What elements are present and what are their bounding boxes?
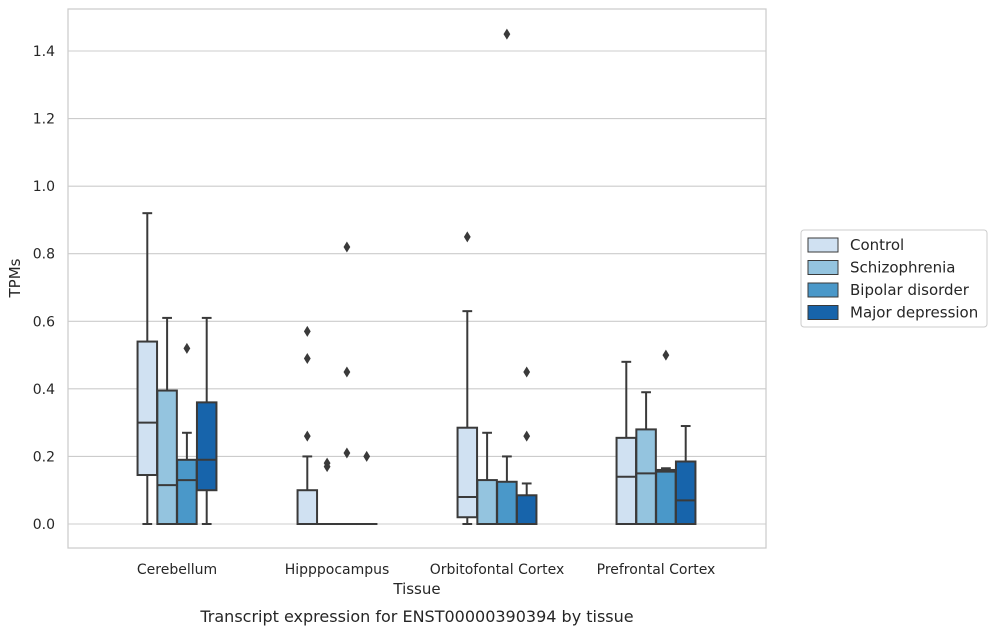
box-body — [656, 470, 676, 524]
y-tick-labels: 0.0 0.2 0.4 0.6 0.8 1.0 1.2 1.4 — [33, 44, 55, 533]
box-body — [197, 402, 217, 490]
y-tick-label: 0.8 — [33, 247, 55, 263]
x-tick-label: Hipppocampus — [285, 562, 390, 578]
x-axis-label: Tissue — [392, 580, 440, 598]
legend-label: Major depression — [850, 304, 978, 322]
legend-swatch — [808, 261, 838, 275]
legend: Control Schizophrenia Bipolar disorder Majo… — [801, 230, 987, 327]
y-tick-label: 0.2 — [33, 449, 55, 465]
x-tick-labels: Cerebellum Hipppocampus Orbitofontal Corte… — [137, 562, 715, 578]
box-body — [617, 438, 637, 524]
box-body — [636, 429, 656, 524]
legend-label: Control — [850, 236, 904, 254]
y-tick-label: 0.6 — [33, 314, 55, 330]
legend-label: Bipolar disorder — [850, 281, 970, 299]
y-tick-label: 0.4 — [33, 382, 55, 398]
x-tick-label: Orbitofontal Cortex — [430, 562, 565, 578]
box-body — [517, 495, 537, 524]
box-body — [676, 461, 696, 524]
box-body — [298, 490, 318, 524]
legend-swatch — [808, 238, 838, 252]
y-axis-label: TPMs — [6, 258, 24, 298]
y-tick-label: 1.2 — [33, 112, 55, 128]
y-tick-label: 1.0 — [33, 179, 55, 195]
box-body — [157, 391, 177, 524]
legend-swatch — [808, 306, 838, 320]
legend-swatch — [808, 283, 838, 297]
box-body — [138, 342, 158, 475]
figure-caption: Transcript expression for ENST0000039039… — [199, 607, 633, 626]
box-body — [458, 428, 478, 518]
box-body — [177, 460, 197, 524]
y-tick-label: 1.4 — [33, 44, 55, 60]
box-body — [477, 480, 497, 524]
x-tick-label: Cerebellum — [137, 562, 217, 578]
legend-label: Schizophrenia — [850, 259, 955, 277]
y-tick-label: 0.0 — [33, 517, 55, 533]
x-tick-label: Prefrontal Cortex — [597, 562, 716, 578]
box-body — [497, 482, 517, 524]
